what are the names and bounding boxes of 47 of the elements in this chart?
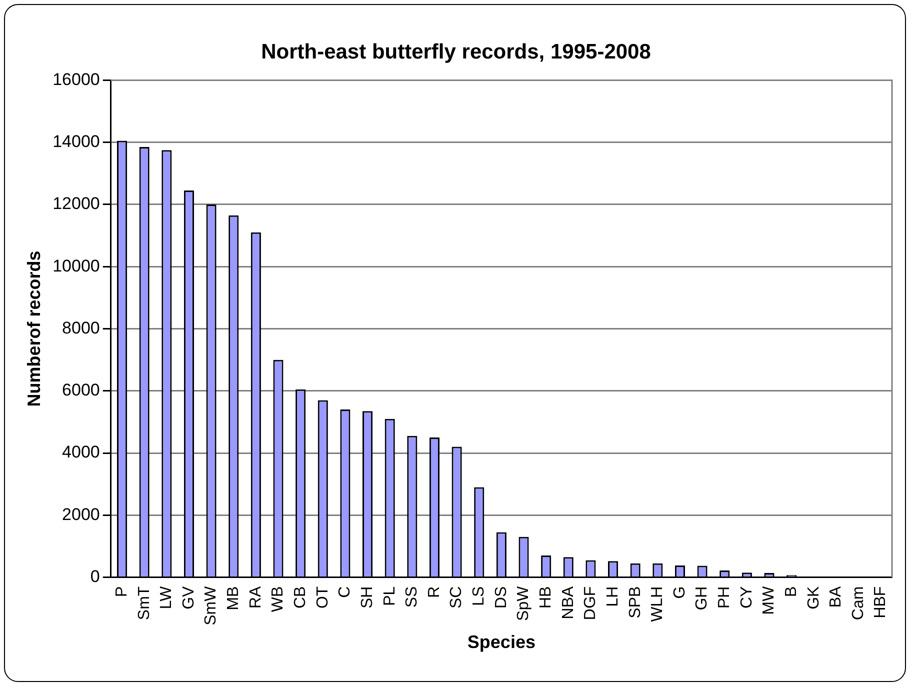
y-axis-title: Numberof records [24,250,44,407]
x-tick-label: SPB [626,586,644,618]
x-tick-label: MB [225,586,242,610]
y-tick-label: 16000 [52,70,100,89]
y-tick-label: 6000 [62,380,100,400]
x-tick-label: CB [292,586,309,609]
x-tick-label: Cam [850,586,867,620]
x-tick-label: SmW [202,585,220,626]
x-tick-label: CY [738,586,756,609]
x-tick-label: DGF [582,586,600,620]
x-tick-label: HB [537,586,554,609]
x-axis-title: Species [467,632,536,652]
y-tick-label: 14000 [52,132,100,152]
x-tick-label: G [671,586,688,599]
x-tick-label: R [426,586,443,598]
x-tick-label: GH [694,586,711,610]
y-tick-label: 4000 [62,442,100,462]
x-tick-label: LS [470,586,488,606]
x-tick-label: MW [760,585,778,615]
x-tick-label: RA [247,586,264,609]
x-tick-label: DS [492,586,510,609]
x-tick-label: HBF [872,586,890,618]
x-tick-label: WLH [649,586,666,622]
x-tick-label: B [782,586,800,597]
x-tick-label: GK [805,586,822,610]
x-tick-label: LW [158,585,176,610]
x-tick-label: SmT [136,586,153,620]
x-tick-label: SS [404,586,421,608]
y-tick-label: 12000 [52,194,100,214]
x-tick-label: SpW [515,585,532,621]
y-tick-label: 0 [90,566,100,586]
x-tick-label: SH [358,586,376,609]
chart-title: North-east butterfly records, 1995-2008 [261,40,652,64]
x-tick-label: NBA [560,586,577,620]
x-tick-label: P [113,586,130,597]
x-tick-label: PL [381,586,398,606]
x-tick-label: GV [180,586,198,610]
x-tick-label: BA [828,586,845,608]
x-tick-label: WB [270,586,287,612]
y-tick-label: 8000 [62,318,100,338]
x-tick-label: OT [314,586,332,609]
x-tick-label: LH [604,586,622,607]
y-tick-label: 2000 [62,504,100,524]
x-tick-label: PH [716,586,734,609]
x-tick-label: SC [448,586,466,609]
y-tick-label: 10000 [52,256,100,276]
x-tick-label: C [336,586,354,598]
